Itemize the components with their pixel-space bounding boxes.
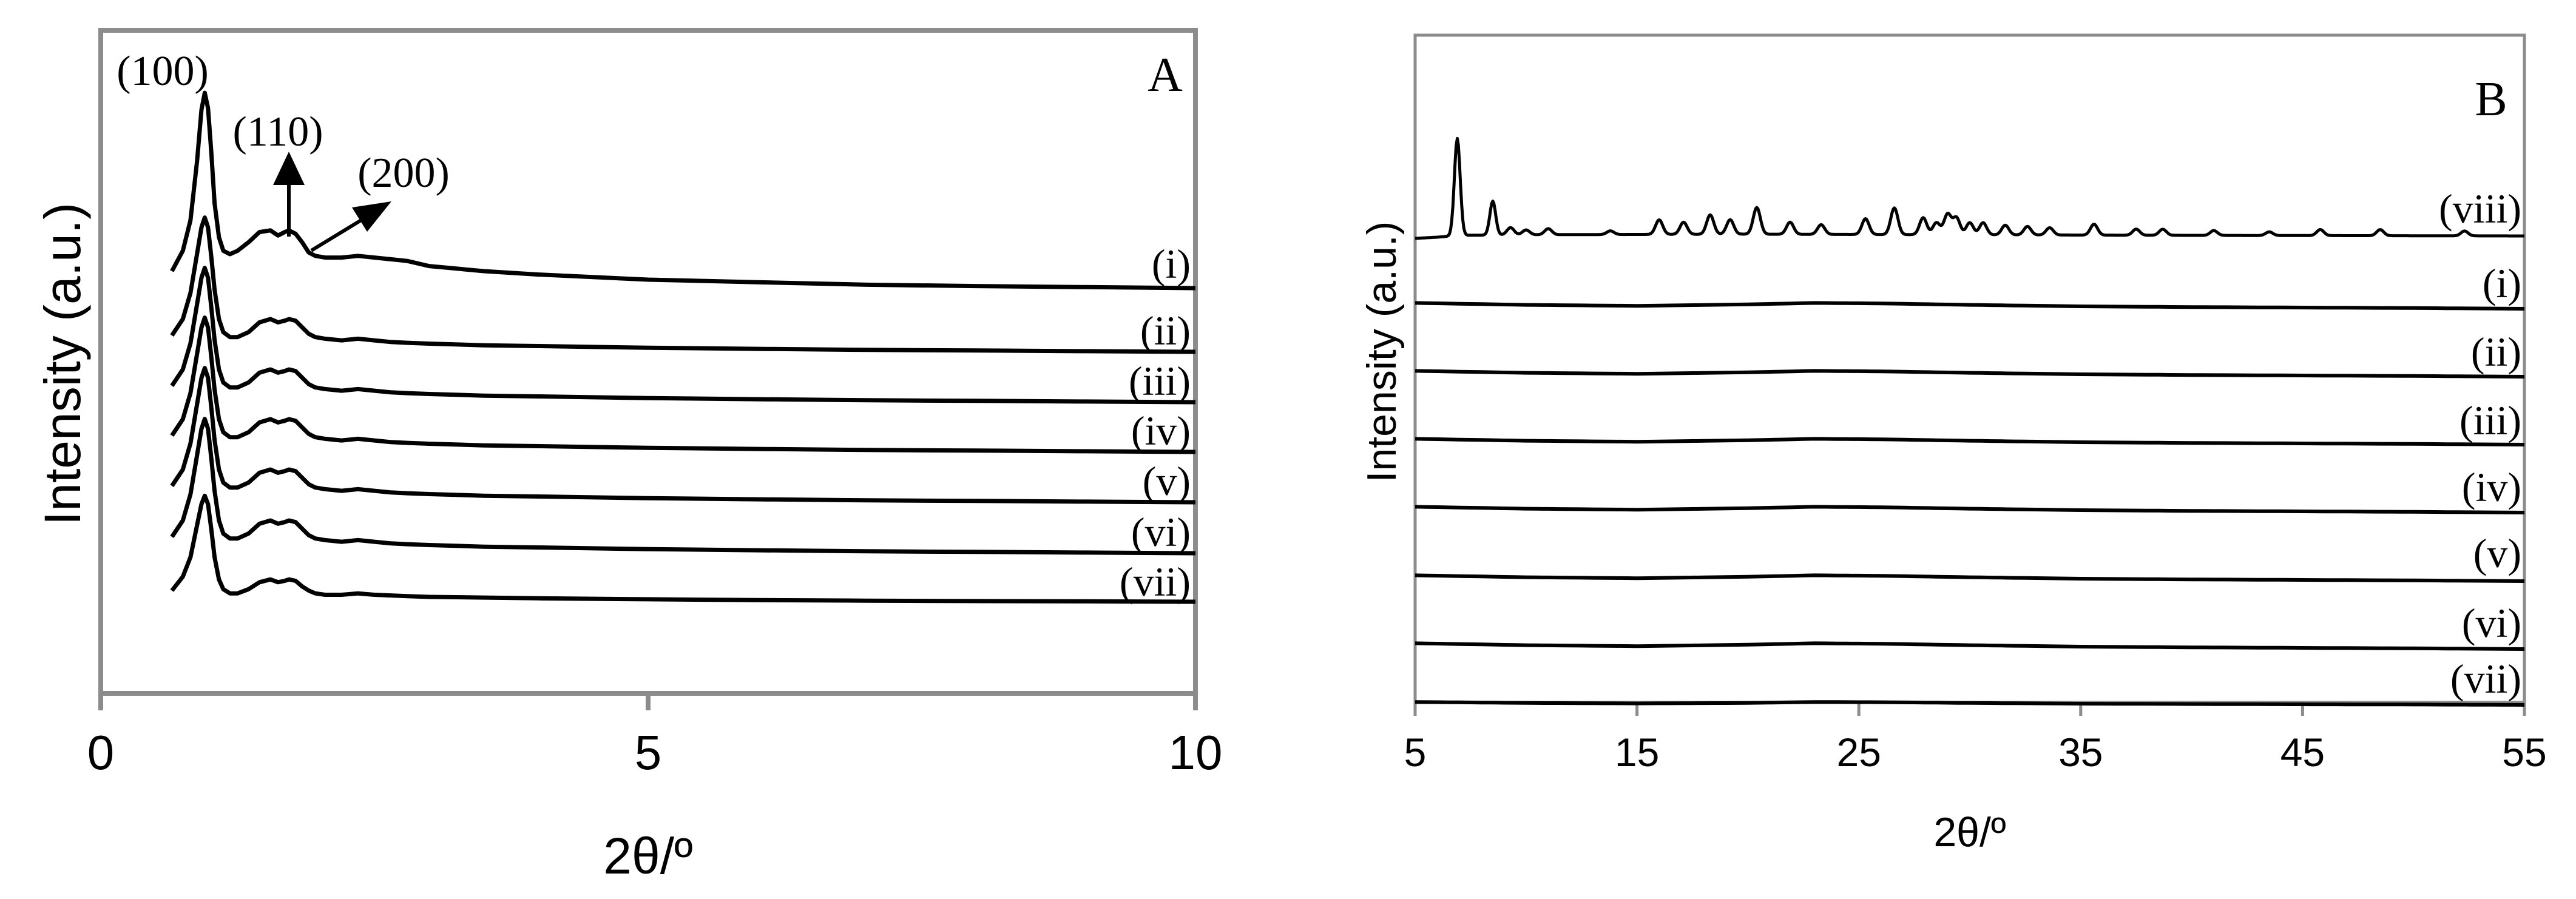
panel-b-x-tick-label: 25 xyxy=(1836,730,1881,775)
panel-b-series: (viii) (i) (ii) (iii) (iv) (v) (vi) (vii) xyxy=(1415,136,2525,707)
panel-b-series-label-v: (v) xyxy=(2473,530,2521,576)
panel-b-series-label-ii: (ii) xyxy=(2471,329,2521,375)
panel-b-x-tick-label: 15 xyxy=(1615,730,1659,775)
panel-a-series-line-vi xyxy=(170,417,1196,556)
panel-b-series-line-viii xyxy=(1415,136,2525,240)
panel-a-series-line-ii xyxy=(170,215,1196,354)
panel-b-x-tick-label: 55 xyxy=(2502,730,2546,775)
panel-a-series-label-ii: (ii) xyxy=(1140,308,1191,354)
panel-b-series-line-v xyxy=(1415,573,2525,583)
panel-b-series-line-iii xyxy=(1415,437,2525,446)
panel-b-series-line-iv xyxy=(1415,505,2525,514)
panel-b-series-line-vi xyxy=(1415,641,2525,651)
panel-a-x-tick-labels: 0 5 10 xyxy=(87,726,1223,779)
panel-a-series-line-iv xyxy=(170,315,1196,454)
panel-b-series-label-viii: (viii) xyxy=(2439,186,2521,232)
panel-a-series-label-vii: (vii) xyxy=(1120,559,1191,605)
annotation-200-arrow-shaft xyxy=(310,217,365,252)
panel-a-x-tick-label: 10 xyxy=(1169,726,1223,779)
panel-b: 5 15 25 35 45 55 (viii)(i)(ii)(iii)(iv)(v)(vi… xyxy=(1359,33,2547,855)
panel-a-series-line-iii xyxy=(170,266,1196,405)
panel-a-series-label-i: (i) xyxy=(1152,241,1191,287)
panel-a-series-label-iii: (iii) xyxy=(1129,358,1191,404)
panel-b-x-tick-label: 45 xyxy=(2280,730,2325,775)
panel-a-annotations: (100) (110) (200) xyxy=(117,48,450,252)
panel-b-y-axis-label: Intensity (a.u.) xyxy=(1359,221,1405,483)
panel-b-x-tick-label: 5 xyxy=(1404,730,1427,775)
panel-b-series-line-ii xyxy=(1415,369,2525,379)
annotation-110-arrowhead xyxy=(273,152,305,185)
panel-a-series-label-vi: (vi) xyxy=(1131,509,1191,555)
panel-b-x-axis-label: 2θ/º xyxy=(1933,809,2006,855)
panel-a-annotation-100: (100) xyxy=(117,48,209,95)
panel-b-series-label-vi: (vi) xyxy=(2462,600,2521,646)
panel-a: 0 5 10 (i)(ii)(iii)(iv)(v)(vi)(vii) (100)(… xyxy=(34,28,1223,884)
panel-a-x-ticks xyxy=(98,693,1198,710)
panel-a-series: (i) (ii)(iii)(iv)(v) (vi)(vii) xyxy=(170,90,1196,605)
panel-a-x-axis-label: 2θ/º xyxy=(603,827,692,884)
panel-b-series-line-i xyxy=(1415,301,2525,311)
panel-b-series-line-vii xyxy=(1415,700,2525,707)
panel-b-label: B xyxy=(2475,73,2507,126)
panel-b-series-label-iv: (iv) xyxy=(2462,464,2521,510)
panel-b-x-tick-label: 35 xyxy=(2058,730,2103,775)
panel-a-series-line-i xyxy=(170,90,1196,291)
panel-a-label: A xyxy=(1148,49,1183,102)
panel-a-y-axis-label: Intensity (a.u.) xyxy=(34,203,91,525)
panel-a-series-label-v: (v) xyxy=(1143,458,1191,504)
panel-a-x-tick-label: 0 xyxy=(87,726,115,779)
panel-a-series-line-v xyxy=(170,366,1196,505)
panel-a-series-label-iv: (iv) xyxy=(1131,408,1191,454)
panel-b-series-label-iii: (iii) xyxy=(2459,397,2521,443)
panel-b-x-tick-labels: 5 15 25 35 45 55 xyxy=(1404,730,2547,775)
annotation-200-arrowhead xyxy=(352,201,391,232)
panel-b-series-label-i: (i) xyxy=(2483,260,2521,306)
panel-a-annotation-200: (200) xyxy=(357,150,450,197)
panel-a-series-line-vii xyxy=(170,493,1196,604)
panel-a-annotation-110: (110) xyxy=(232,109,323,155)
panel-b-series-label-vii: (vii) xyxy=(2450,656,2521,702)
panel-a-x-tick-label: 5 xyxy=(635,726,662,779)
